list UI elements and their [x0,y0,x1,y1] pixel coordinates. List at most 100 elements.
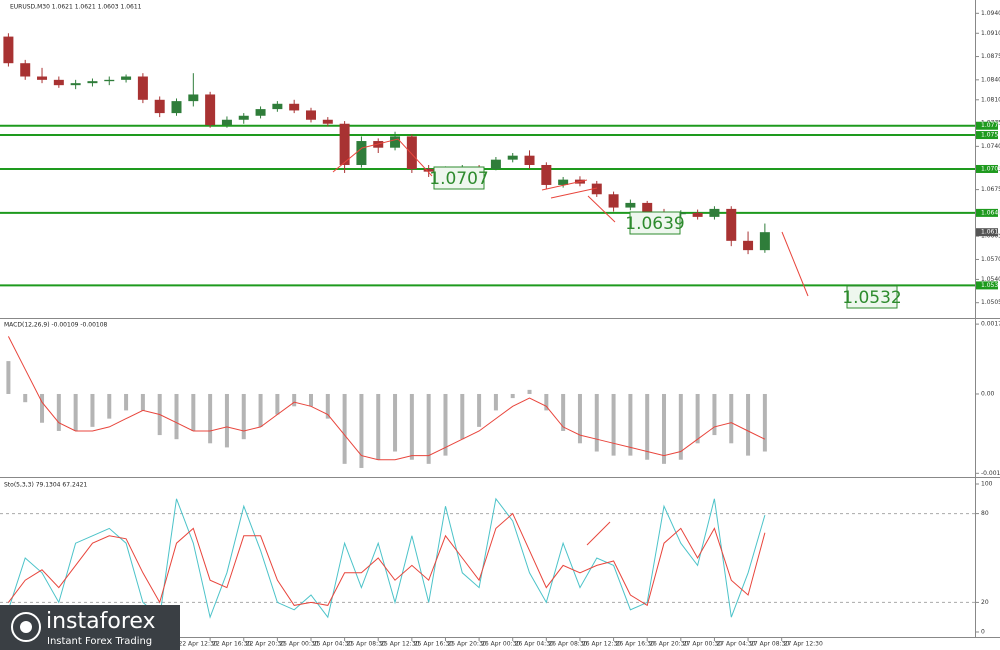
x-tick-label: 25 Apr 08:30 [347,641,386,648]
x-tick-label: 27 Apr 00:30 [683,641,722,648]
histogram-bar [477,393,482,427]
y-tick-label: 1.0540 [981,276,1000,283]
histogram-bar [527,389,532,394]
candle-body [675,212,686,215]
y-tick-label: 1.0675 [981,186,1000,193]
candle-body [205,94,216,126]
level-label: 1.0531 [981,282,1000,289]
y-tick-label: 1.0910 [981,30,1000,37]
y-tick-label: 0.0017 [981,321,1000,328]
histogram-bar [342,393,347,464]
level-label: 1.0771 [981,122,1000,129]
candle-body [3,36,14,64]
y-tick-label: 1.0740 [981,143,1000,150]
histogram-bar [56,393,61,431]
x-tick-label: 25 Apr 04:30 [313,641,352,648]
indicator-title: Sto(5,3,3) 79.1304 67.2421 [4,482,87,489]
trend-lines [332,138,809,546]
candle-body [507,155,518,160]
y-tick-label: 20 [981,599,989,606]
candle-body [70,83,81,86]
logo-icon [20,621,32,633]
histogram-bar [393,393,398,452]
histogram-bar [174,393,179,440]
histogram-bar [23,393,28,403]
histogram-bar [762,393,767,452]
candle-body [104,79,115,82]
last-price-box [976,228,998,237]
candle-body [642,202,653,213]
candle-body [558,179,569,185]
level-label: 1.0706 [981,165,1000,172]
histogram-bar [561,393,566,431]
y-tick-label: 1.0940 [981,10,1000,17]
y-tick-label: 100 [981,480,993,487]
candle-body [390,136,401,148]
y-tick-label: 1.0570 [981,256,1000,263]
candle-body [406,136,417,169]
candle-body [356,141,367,165]
y-tick-label: 0.00 [981,390,995,397]
annotation: 1.0532 [842,288,901,308]
annotation: 1.0639 [625,214,684,234]
histogram-bar [241,393,246,440]
trend-line [550,187,598,199]
histogram-bar [460,393,465,440]
x-tick-label: 25 Apr 20:30 [447,641,486,648]
x-tick-label: 22 Apr 16:30 [212,641,251,648]
histogram-bar [224,393,229,448]
y-tick-label: 80 [981,510,989,517]
x-tick-label: 27 Apr 08:30 [750,641,789,648]
trend-line [332,138,433,177]
trend-line [541,179,588,191]
trend-line [781,231,809,297]
candle-body [238,115,249,120]
histogram-bar [510,393,515,399]
x-tick-label: 26 Apr 12:30 [582,641,621,648]
histogram-bar [712,393,717,436]
candle-body [692,212,703,217]
y-tick-label: 1.0505 [981,299,1000,306]
logo-name: instaforex [46,609,156,634]
x-tick-label: 22 Apr 12:30 [179,641,218,648]
logo-icon [11,612,41,642]
level-label-box [976,164,998,173]
level-label-box [976,208,998,217]
histogram-bar [140,393,145,411]
histogram-bar [124,393,129,411]
level-label: 1.0757 [981,132,1000,139]
histogram-bar [275,393,280,415]
histogram-bar [729,393,734,444]
histogram-bar [594,393,599,452]
candle-body [709,208,720,217]
histogram-bar [645,393,650,460]
trend-line [586,521,611,546]
candle-body [154,99,165,114]
candle-body [188,94,199,102]
plot: 1.09401.09101.08751.08401.08101.07751.07… [0,10,1000,648]
candle-body [541,164,552,185]
histogram-bar [308,393,313,407]
histogram-bar [107,393,112,419]
candle-body [137,76,148,100]
signal-line [7,336,766,461]
histogram-bar [443,393,448,456]
candle-body [322,119,333,124]
histogram-bar [258,393,263,427]
y-tick-label: 1.0840 [981,76,1000,83]
candle-body [272,103,283,110]
candle-body [524,155,535,165]
x-tick-label: 25 Apr 12:30 [380,641,419,648]
indicator-title: MACD(12,26,9) -0.00109 -0.00108 [4,322,108,329]
x-tick-label: 27 Apr 04:30 [716,641,755,648]
last-price-label: 1.0611 [981,229,1000,236]
histogram-bar [40,393,45,423]
histogram-bar [73,393,78,431]
x-tick-label: 27 Apr 12:30 [784,641,823,648]
histogram-bar [426,393,431,464]
logo: instaforex Instant Forex Trading [0,605,180,650]
level-label: 1.0640 [981,209,1000,216]
x-tick-label: 26 Apr 04:30 [515,641,554,648]
